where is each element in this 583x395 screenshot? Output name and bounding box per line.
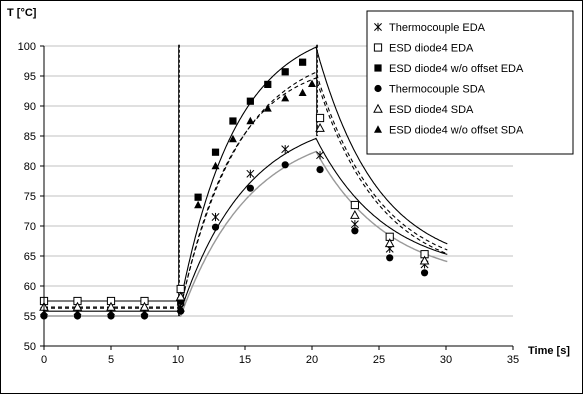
legend-marker-thermocouple-sda [374, 84, 382, 93]
data-point-esd-diode4-w-o-offset-sda [194, 200, 203, 209]
y-tick-label: 90 [24, 101, 36, 113]
data-point-esd-diode4-sda [350, 209, 360, 219]
data-point-thermocouple-sda [281, 161, 289, 169]
series-line-esd-diode4-w-o-offset-sda [44, 77, 448, 309]
x-tick-label: 5 [108, 354, 114, 366]
legend-label: Thermocouple SDA [389, 84, 486, 96]
y-tick-label: 95 [24, 71, 36, 83]
data-point-esd-diode4-sda [72, 301, 83, 311]
data-point-thermocouple-sda [211, 223, 220, 231]
data-point-thermocouple-sda [316, 166, 324, 174]
y-tick-label: 60 [24, 281, 36, 293]
y-tick-label: 75 [24, 191, 36, 203]
data-point-thermocouple-eda [246, 169, 255, 178]
legend-marker-esd-diode4-w-o-offset-eda [374, 64, 382, 72]
data-point-esd-diode4-sda [384, 238, 395, 248]
data-point-thermocouple-sda [140, 312, 149, 320]
axes: 50 55 60 65 70 75 80 85 90 95 100 0 5 10 15 20 25 30 35 [18, 41, 519, 366]
x-tick-label: 25 [373, 354, 385, 366]
y-tick-label: 70 [24, 221, 36, 233]
data-point-esd-diode4-w-o-offset-eda [281, 68, 289, 76]
legend-box [366, 10, 574, 155]
data-point-esd-diode4-w-o-offset-sda [308, 79, 316, 87]
data-point-thermocouple-eda [316, 151, 324, 160]
data-point-esd-diode4-sda [106, 301, 116, 311]
data-point-esd-diode4-w-o-offset-eda [264, 80, 272, 88]
series-line-thermocouple-eda [44, 137, 448, 312]
legend-label: ESD diode4 w/o offset SDA [389, 125, 524, 137]
data-point-esd-diode4-w-o-offset-sda [298, 88, 307, 96]
data-point-thermocouple-sda [351, 227, 359, 235]
data-point-thermocouple-eda [281, 145, 290, 154]
y-tick-label: 80 [24, 161, 36, 173]
legend-label: ESD diode4 SDA [389, 104, 474, 116]
legend-marker-esd-diode4-eda [373, 43, 383, 52]
legend-label: ESD diode4 EDA [389, 43, 474, 55]
data-point-esd-diode4-w-o-offset-sda [211, 161, 220, 170]
y-tick-label: 100 [18, 41, 36, 53]
x-axis-label: Time [s] [528, 345, 570, 357]
data-point-esd-diode4-eda [315, 113, 325, 123]
data-point-esd-diode4-w-o-offset-eda [211, 148, 220, 156]
data-point-thermocouple-sda [420, 269, 429, 277]
data-point-thermocouple-eda [211, 212, 220, 222]
data-point-thermocouple-sda [246, 184, 254, 192]
data-point-esd-diode4-eda [176, 284, 185, 294]
data-point-esd-diode4-w-o-offset-eda [229, 117, 237, 125]
data-point-esd-diode4-sda [175, 291, 186, 301]
legend-label: ESD diode4 w/o offset EDA [389, 63, 524, 75]
data-point-esd-diode4-sda [315, 122, 325, 132]
y-tick-label: 50 [24, 341, 36, 353]
data-point-esd-diode4-w-o-offset-eda [177, 297, 185, 305]
data-point-esd-diode4-w-o-offset-sda [263, 104, 272, 112]
data-point-esd-diode4-eda [350, 200, 359, 210]
legend-label: Thermocouple EDA [389, 22, 486, 34]
x-tick-label: 35 [507, 354, 519, 366]
x-tick-label: 15 [239, 354, 251, 366]
y-tick-label: 65 [24, 251, 36, 263]
x-tick-label: 30 [440, 354, 452, 366]
data-point-thermocouple-eda [350, 220, 359, 229]
data-point-thermocouple-sda [107, 312, 115, 320]
x-tick-label: 0 [41, 354, 47, 366]
legend-marker-thermocouple-eda [374, 22, 382, 32]
data-point-esd-diode4-w-o-offset-sda [281, 94, 290, 102]
data-point-thermocouple-sda [386, 254, 394, 262]
data-point-esd-diode4-sda [419, 255, 430, 265]
data-point-thermocouple-sda [73, 312, 82, 320]
y-tick-label: 85 [24, 131, 36, 143]
data-point-esd-diode4-w-o-offset-sda [176, 304, 185, 312]
data-point-esd-diode4-w-o-offset-eda [194, 193, 202, 201]
legend-marker-esd-diode4-w-o-offset-sda [374, 125, 382, 133]
y-axis-label: T [°C] [7, 7, 37, 19]
x-tick-label: 10 [172, 354, 184, 366]
legend-marker-esd-diode4-sda [373, 103, 383, 113]
legend: Thermocouple EDA ESD diode4 EDA ESD diode4… [366, 10, 574, 155]
series-markers [39, 58, 430, 320]
data-point-esd-diode4-w-o-offset-sda [246, 116, 255, 125]
y-tick-label: 55 [24, 311, 36, 323]
data-point-esd-diode4-w-o-offset-eda [299, 58, 307, 66]
data-point-esd-diode4-w-o-offset-sda [228, 134, 237, 143]
x-tick-label: 20 [306, 354, 318, 366]
data-point-esd-diode4-sda [139, 301, 150, 311]
data-point-esd-diode4-w-o-offset-eda [246, 97, 254, 105]
